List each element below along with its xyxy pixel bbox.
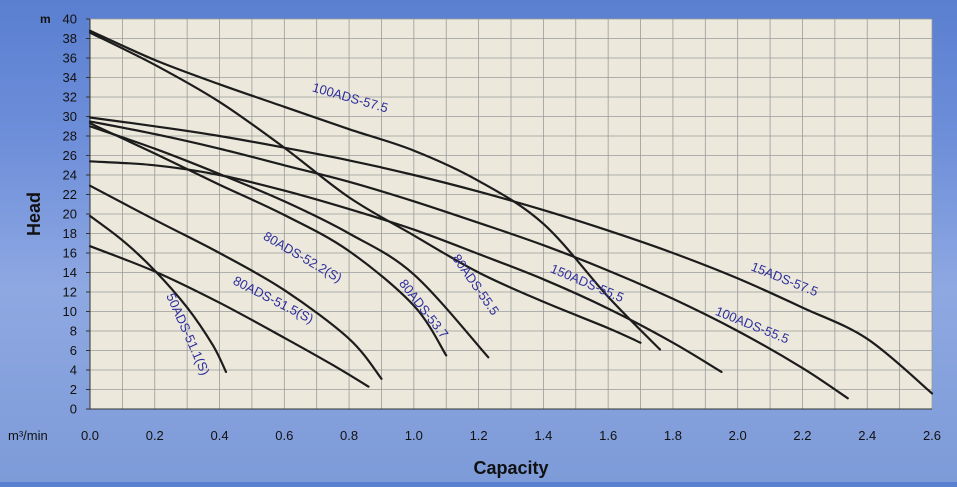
x-tick-label: 0.8 bbox=[340, 428, 358, 443]
y-tick-label: 0 bbox=[70, 402, 77, 417]
curve-0 bbox=[88, 214, 228, 373]
x-tick-label: 2.0 bbox=[729, 428, 747, 443]
x-unit-label: m³/min bbox=[8, 428, 48, 443]
y-tick-label: 14 bbox=[63, 265, 77, 280]
x-tick-label: 2.6 bbox=[923, 428, 941, 443]
x-tick-label: 0.2 bbox=[146, 428, 164, 443]
y-tick-label: 10 bbox=[63, 304, 77, 319]
y-tick-label: 38 bbox=[63, 31, 77, 46]
curve-8 bbox=[88, 120, 849, 400]
x-tick-label: 0.0 bbox=[81, 428, 99, 443]
curve-6 bbox=[88, 31, 642, 344]
x-axis-title: Capacity bbox=[473, 458, 548, 478]
y-tick-label: 22 bbox=[63, 187, 77, 202]
y-tick-label: 34 bbox=[63, 70, 77, 85]
y-tick-label: 6 bbox=[70, 343, 77, 358]
y-tick-label: 26 bbox=[63, 148, 77, 163]
x-tick-label: 2.4 bbox=[858, 428, 876, 443]
x-tick-label: 0.6 bbox=[275, 428, 293, 443]
x-tick-label: 1.4 bbox=[534, 428, 552, 443]
y-tick-label: 40 bbox=[63, 12, 77, 27]
y-tick-label: 28 bbox=[63, 129, 77, 144]
curves bbox=[88, 29, 934, 400]
grid bbox=[89, 18, 933, 410]
y-tick-label: 30 bbox=[63, 109, 77, 124]
y-tick-label: 32 bbox=[63, 90, 77, 105]
y-tick-label: 18 bbox=[63, 226, 77, 241]
x-tick-label: 1.0 bbox=[405, 428, 423, 443]
y-tick-label: 12 bbox=[63, 285, 77, 300]
curve-2 bbox=[88, 184, 383, 380]
y-tick-label: 36 bbox=[63, 51, 77, 66]
y-tick-label: 8 bbox=[70, 324, 77, 339]
x-tick-label: 2.2 bbox=[793, 428, 811, 443]
y-tick-label: 4 bbox=[70, 363, 77, 378]
curve-1 bbox=[88, 245, 370, 388]
curve-3 bbox=[88, 122, 448, 357]
y-tick-label: 24 bbox=[63, 168, 77, 183]
curve-9 bbox=[88, 116, 934, 395]
x-tick-label: 1.2 bbox=[470, 428, 488, 443]
y-tick-label: 16 bbox=[63, 246, 77, 261]
curve-5 bbox=[88, 29, 662, 351]
axes: 02468101214161820222426283032343638400.0… bbox=[63, 12, 942, 444]
x-tick-label: 1.8 bbox=[664, 428, 682, 443]
y-tick-label: 20 bbox=[63, 207, 77, 222]
curve-7 bbox=[88, 160, 723, 373]
curve-4 bbox=[88, 125, 490, 359]
x-tick-label: 0.4 bbox=[210, 428, 228, 443]
y-unit-label: m bbox=[40, 12, 51, 26]
y-tick-label: 2 bbox=[70, 382, 77, 397]
x-tick-label: 1.6 bbox=[599, 428, 617, 443]
y-axis-title: Head bbox=[24, 192, 44, 236]
